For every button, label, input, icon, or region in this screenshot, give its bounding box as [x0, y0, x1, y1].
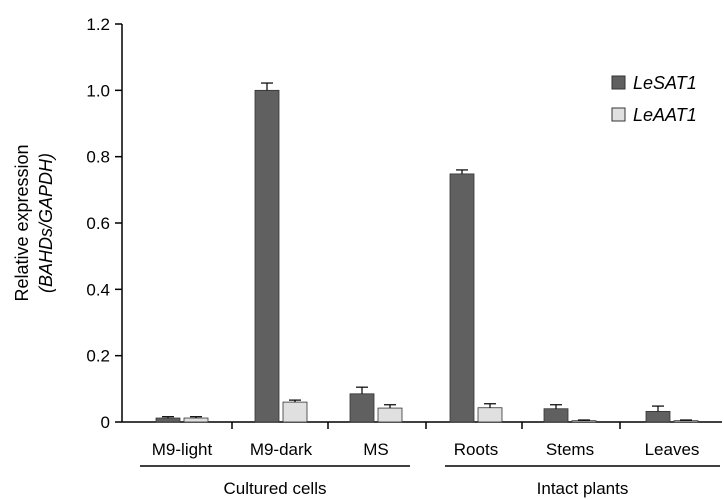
y-tick-label: 0.4 — [86, 280, 110, 299]
x-tick-label: MS — [363, 440, 389, 459]
group-label: Intact plants — [537, 479, 629, 498]
legend-label-LeSAT1: LeSAT1 — [633, 73, 697, 93]
bar-LeSAT1-Roots — [449, 173, 475, 423]
y-tick-label: 1.2 — [86, 15, 110, 34]
bar-LeSAT1-M9-dark — [254, 89, 280, 423]
y-tick-label: 0.6 — [86, 214, 110, 233]
bar-LeAAT1-M9-light — [183, 417, 209, 423]
group-label: Cultured cells — [224, 479, 327, 498]
x-tick-label: Stems — [546, 440, 594, 459]
bar-LeSAT1-M9-light — [155, 417, 181, 423]
y-tick-label: 0.2 — [86, 347, 110, 366]
bar-LeAAT1-Stems — [571, 420, 597, 423]
bar-LeAAT1-MS — [377, 407, 403, 423]
bar-LeAAT1-M9-dark — [282, 401, 308, 423]
y-axis-label-sub: (BAHDs/GAPDH) — [36, 153, 56, 293]
y-axis-label: Relative expression — [12, 144, 32, 301]
legend-swatch-LeAAT1 — [611, 107, 626, 122]
y-tick-label: 0 — [101, 413, 110, 432]
x-tick-label: Leaves — [645, 440, 700, 459]
y-tick-label: 1.0 — [86, 81, 110, 100]
x-tick-label: Roots — [454, 440, 498, 459]
bar-LeSAT1-Stems — [543, 408, 569, 423]
axes — [115, 23, 722, 467]
legend-swatch-LeSAT1 — [611, 75, 626, 90]
bar-LeAAT1-Leaves — [673, 420, 699, 423]
legend-label-LeAAT1: LeAAT1 — [633, 105, 697, 125]
x-tick-label: M9-light — [152, 440, 213, 459]
bar-LeAAT1-Roots — [477, 407, 503, 423]
x-tick-label: M9-dark — [250, 440, 313, 459]
legend: LeSAT1 LeAAT1 — [611, 73, 697, 125]
labels: 0 0.2 0.4 0.6 0.8 1.0 1.2 M9-light M9-dark MS Root… — [12, 15, 699, 498]
bar-LeSAT1-MS — [349, 393, 375, 423]
bars — [155, 82, 699, 423]
bar-LeSAT1-Leaves — [645, 410, 671, 423]
y-tick-label: 0.8 — [86, 148, 110, 167]
